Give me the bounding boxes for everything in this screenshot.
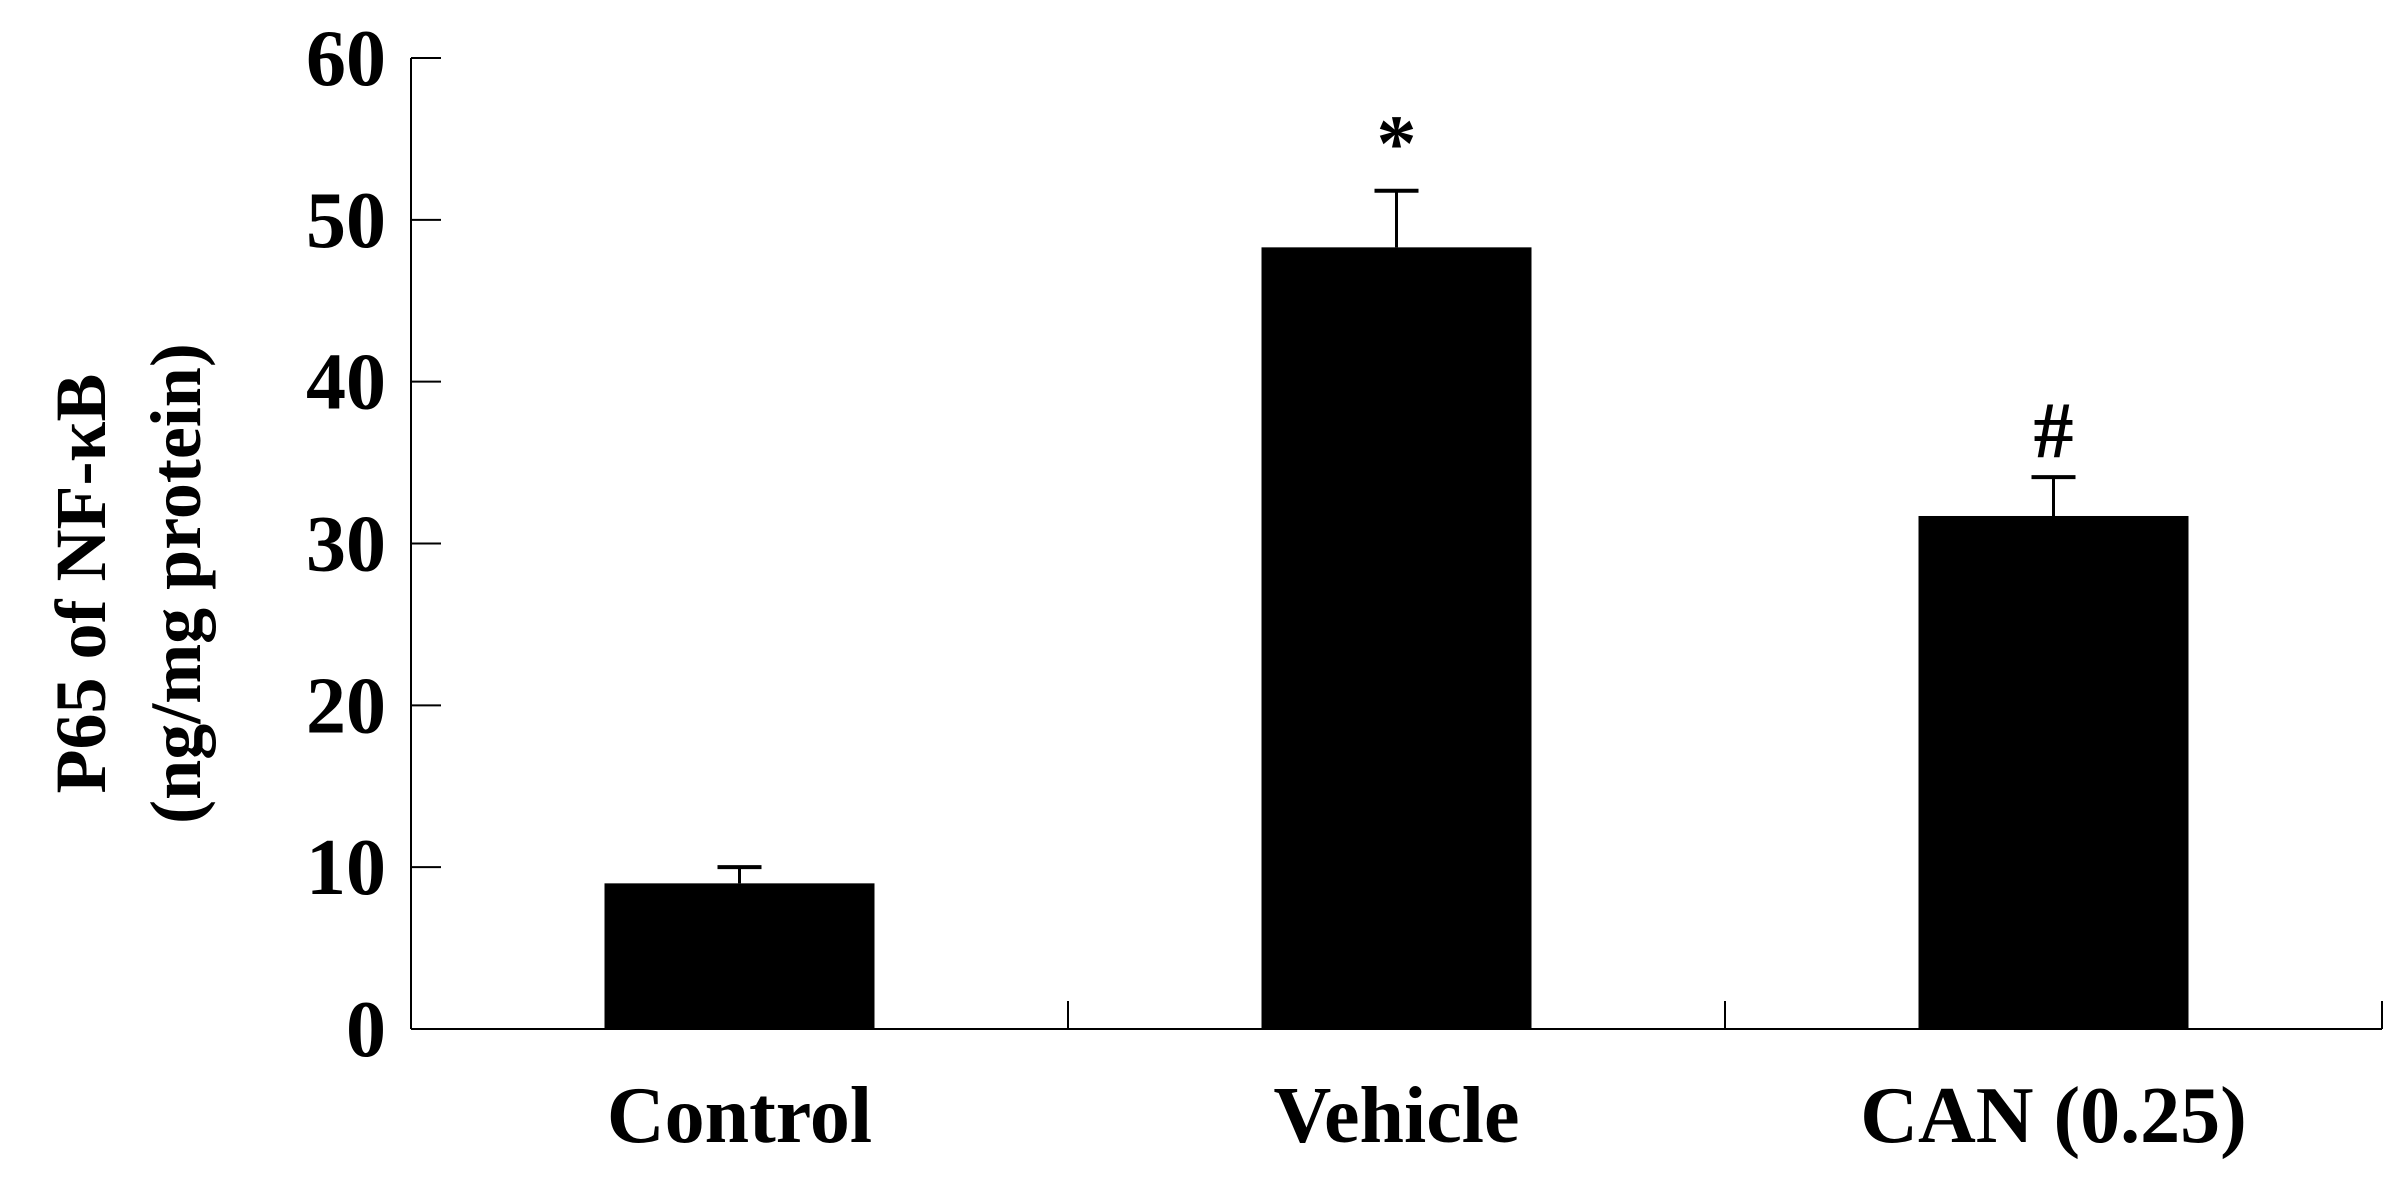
significance-marker: # — [2034, 387, 2074, 475]
y-axis-title: P65 of NF-κB (ng/mg protein) — [41, 343, 216, 824]
bar — [1261, 247, 1532, 1030]
bar — [604, 883, 875, 1029]
y-tick-label: 10 — [306, 824, 386, 912]
y-tick-label: 40 — [306, 339, 386, 427]
y-tick-label: 50 — [306, 177, 386, 265]
x-category-label: Control — [607, 1072, 872, 1160]
y-axis: 0 10 20 30 40 50 60 — [306, 15, 441, 1074]
x-category-label: CAN (0.25) — [1860, 1072, 2247, 1160]
y-tick-label: 60 — [306, 15, 386, 103]
x-axis: Control Vehicle CAN (0.25) — [411, 1001, 2383, 1160]
bars: *# — [604, 101, 2189, 1030]
y-tick-label: 20 — [306, 662, 386, 750]
significance-marker: * — [1377, 101, 1417, 189]
y-tick-label: 30 — [306, 501, 386, 589]
y-tick-label: 0 — [346, 986, 386, 1074]
y-axis-title-line: (ng/mg protein) — [136, 343, 216, 824]
y-axis-title-line: P65 of NF-κB — [41, 374, 121, 794]
bar — [1918, 515, 2189, 1029]
x-category-label: Vehicle — [1274, 1072, 1520, 1160]
